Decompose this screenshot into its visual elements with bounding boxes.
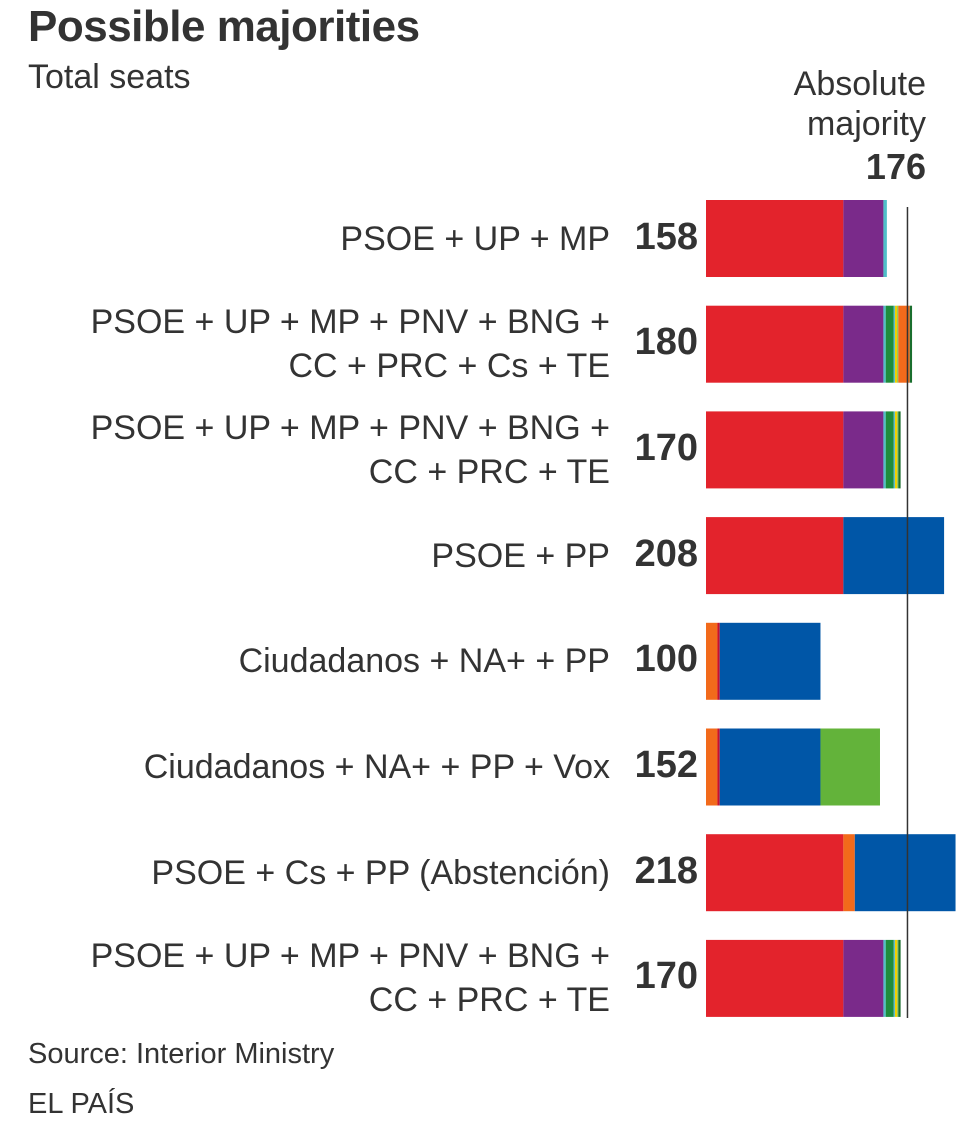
bar-segment-5-pp xyxy=(719,622,821,700)
bar-segment-3-te xyxy=(898,411,901,489)
bar-segment-8-mp xyxy=(883,939,886,1017)
row-label-6: Ciudadanos + NA+ + PP + Vox xyxy=(143,748,610,786)
row-total-6: 152 xyxy=(634,744,698,786)
bar-segment-3-bng xyxy=(893,411,895,489)
bar-segment-8-psoe xyxy=(706,939,844,1017)
bar-segment-6-pp xyxy=(719,728,821,806)
bar-segment-7-pp xyxy=(854,834,956,912)
bar-segment-4-psoe xyxy=(706,517,844,595)
bar-segment-8-prc xyxy=(897,939,899,1017)
row-total-3: 170 xyxy=(634,426,698,469)
bar-segment-2-up xyxy=(843,305,884,383)
bar-segment-3-pnv xyxy=(885,411,894,489)
row-label-1: PSOE + UP + MP xyxy=(340,219,610,258)
bar-segment-5-na xyxy=(717,622,720,700)
bar-segment-8-cc xyxy=(894,939,898,1017)
bar-segment-8-bng xyxy=(893,939,895,1017)
bar-segment-7-psoe xyxy=(706,834,844,912)
bar-segment-1-mp xyxy=(883,200,887,277)
bar-segment-2-mp xyxy=(883,305,886,383)
bar-segment-2-bng xyxy=(893,305,895,383)
bar-segment-5-cs xyxy=(706,622,718,700)
bar-segment-3-psoe xyxy=(706,411,844,489)
bar-segment-3-prc xyxy=(897,411,899,489)
bar-segment-2-te xyxy=(909,305,913,383)
chart-subtitle: Total seats xyxy=(28,58,191,96)
publisher-brand: EL PAÍS xyxy=(28,1088,135,1120)
row-label-8: PSOE + UP + MP + PNV + BNG + CC + PRC + T… xyxy=(90,937,610,1020)
row-label-7: PSOE + Cs + PP (Abstención) xyxy=(151,853,610,892)
bar-segment-7-cs xyxy=(843,834,855,912)
chart-title: Possible majorities xyxy=(28,2,420,51)
bar-segment-3-cc xyxy=(894,411,898,489)
bar-segment-1-psoe xyxy=(706,200,844,277)
bar-segment-6-vox xyxy=(820,728,880,806)
row-total-4: 208 xyxy=(634,532,698,575)
bar-segment-6-cs xyxy=(706,728,718,806)
bar-segment-6-na xyxy=(717,728,720,806)
bar-segment-2-pnv xyxy=(885,305,894,383)
bar-segment-4-pp xyxy=(843,517,945,595)
row-label-4: PSOE + PP xyxy=(431,536,610,575)
majority-label-line-2: majority xyxy=(806,105,926,143)
majority-label-line-1: Absolute xyxy=(793,65,926,103)
row-total-1: 158 xyxy=(634,215,698,258)
bar-segment-8-up xyxy=(843,939,884,1017)
majority-value: 176 xyxy=(865,146,926,187)
row-total-5: 100 xyxy=(634,638,698,681)
bar-segment-2-cc xyxy=(894,305,898,383)
majority-label: Absolute majority xyxy=(794,64,926,144)
bar-segment-8-pnv xyxy=(885,939,894,1017)
bar-segment-2-prc xyxy=(897,305,899,383)
row-label-5: Ciudadanos + NA+ + PP xyxy=(238,642,610,681)
row-total-2: 180 xyxy=(634,321,698,364)
bar-segment-2-psoe xyxy=(706,305,844,383)
source-note: Source: Interior Ministry xyxy=(28,1038,335,1070)
row-total-7: 218 xyxy=(634,849,698,892)
bar-segment-2-cs xyxy=(898,305,910,383)
row-label-2: PSOE + UP + MP + PNV + BNG + CC + PRC + C… xyxy=(90,303,610,386)
row-total-8: 170 xyxy=(634,955,698,998)
bar-segment-1-up xyxy=(843,200,884,277)
bar-segment-3-mp xyxy=(883,411,886,489)
row-label-3: PSOE + UP + MP + PNV + BNG + CC + PRC + T… xyxy=(90,408,610,491)
bar-segment-8-te xyxy=(898,939,901,1017)
bar-segment-3-up xyxy=(843,411,884,489)
